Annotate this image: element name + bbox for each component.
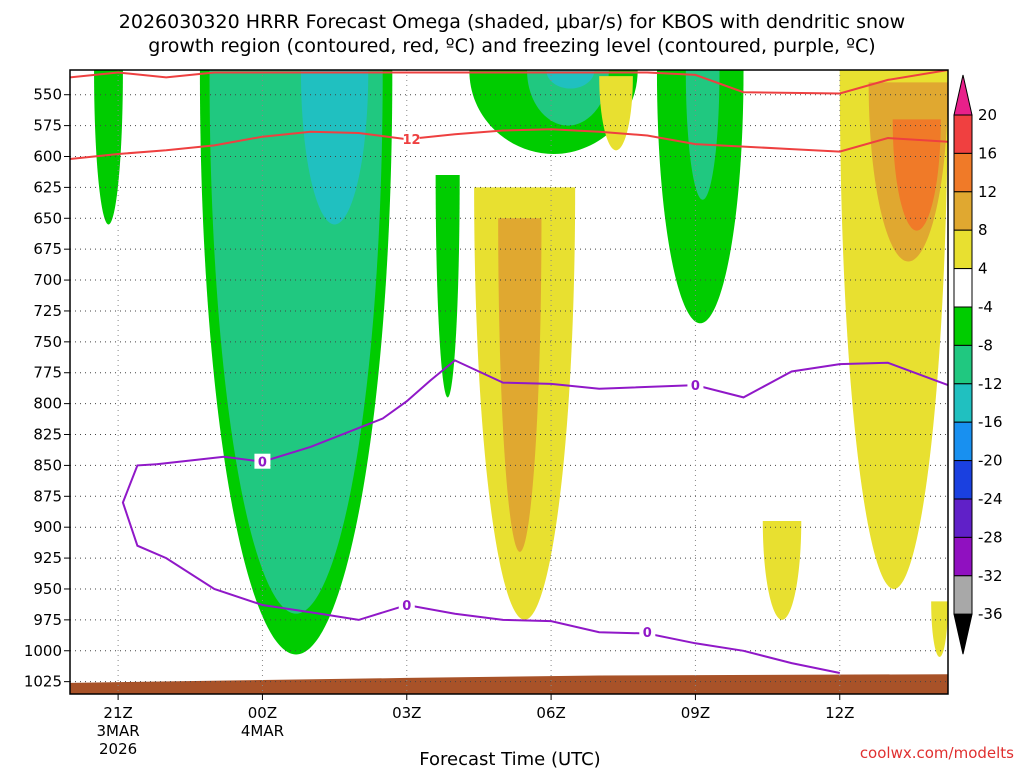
- contour-label-0c-d: 0: [643, 626, 652, 641]
- x-tick-03Z: 03Z: [392, 704, 421, 722]
- y-tick-800: 800: [33, 395, 62, 413]
- omega-region-3: [300, 70, 369, 225]
- y-tick-850: 850: [33, 456, 62, 474]
- x-tick-year-21Z: 2026: [99, 740, 137, 758]
- contour-label-0c-d-bg: [639, 624, 656, 640]
- colorbar-label-5: -4: [978, 298, 993, 316]
- y-tick-925: 925: [33, 549, 62, 567]
- contour-label-0c-a-bg: [254, 453, 271, 469]
- contour-label-0c-b-bg: [687, 377, 704, 393]
- colorbar-segment-7: [953, 383, 973, 423]
- colorbar-label-2: 12: [978, 183, 997, 201]
- colorbar-segment-1: [953, 152, 973, 193]
- omega-region-9: [685, 70, 720, 200]
- y-tick-875: 875: [33, 487, 62, 505]
- colorbar-segment-4: [953, 268, 973, 308]
- omega-region-11: [498, 218, 542, 552]
- x-tick-12Z: 12Z: [825, 704, 854, 722]
- colorbar-top-arrow: [953, 74, 973, 116]
- y-tick-600: 600: [33, 147, 62, 165]
- colorbar-label-7: -12: [978, 375, 1003, 393]
- y-tick-575: 575: [33, 117, 62, 135]
- grid-lines: [70, 70, 948, 694]
- y-tick-675: 675: [33, 240, 62, 258]
- x-tick-00Z: 00Z: [248, 704, 277, 722]
- plot-frame: [69, 69, 949, 695]
- colorbar-label-11: -28: [978, 528, 1003, 546]
- omega-shading: [94, 70, 948, 657]
- contour-dendritic_growth_minus12C: [70, 128, 948, 160]
- colorbar-segment-2: [953, 191, 973, 231]
- omega-region-6: [527, 70, 609, 126]
- credit-link[interactable]: coolwx.com/modelts: [860, 744, 1014, 762]
- colorbar-label-3: 8: [978, 221, 988, 239]
- colorbar-label-13: -36: [978, 605, 1003, 623]
- surface-ground: [70, 674, 948, 694]
- contour-label-0c-c-bg: [398, 597, 415, 613]
- y-tick-775: 775: [33, 364, 62, 382]
- colorbar-label-8: -16: [978, 413, 1003, 431]
- colorbar: 20 16 12 8 4 -4 -8 -12 -16 -20 -24 -28 -32 -36: [953, 74, 1003, 655]
- colorbar-segment-8: [953, 421, 973, 462]
- y-tick-1025: 1025: [24, 673, 62, 691]
- x-axis-label: Forecast Time (UTC): [419, 749, 600, 768]
- contour-label-minus12: 12: [403, 133, 421, 148]
- omega-region-4: [435, 175, 460, 398]
- omega-region-13: [762, 521, 802, 620]
- y-tick-700: 700: [33, 271, 62, 289]
- y-tick-1000: 1000: [24, 642, 62, 660]
- colorbar-label-0: 20: [978, 106, 997, 124]
- x-tick-09Z: 09Z: [681, 704, 710, 722]
- colorbar-segment-11: [953, 536, 973, 577]
- colorbar-bottom-arrow: [953, 613, 973, 655]
- x-tick-date-00Z: 4MAR: [241, 722, 284, 740]
- colorbar-segment-3: [953, 229, 973, 270]
- omega-region-7: [546, 70, 595, 89]
- colorbar-segment-10: [953, 498, 973, 538]
- ground-fill: [70, 674, 948, 694]
- y-axis-ticks: 550 575 600 625 650 675 700 725 750 775 800 825 850 8…: [24, 86, 70, 691]
- y-tick-550: 550: [33, 86, 62, 104]
- colorbar-label-10: -24: [978, 490, 1003, 508]
- colorbar-label-12: -32: [978, 567, 1003, 585]
- y-tick-975: 975: [33, 611, 62, 629]
- x-tick-date-21Z: 3MAR: [97, 722, 140, 740]
- contour-lines: 12 0 0 0 0: [70, 70, 948, 674]
- colorbar-segment-0: [953, 114, 973, 154]
- contour-freezing_level_0C: [156, 359, 948, 466]
- x-tick-21Z: 21Z: [103, 704, 132, 722]
- colorbar-segment-6: [953, 344, 973, 385]
- y-tick-750: 750: [33, 333, 62, 351]
- contour-label-0c-c: 0: [402, 599, 411, 614]
- colorbar-segment-12: [953, 575, 973, 615]
- omega-region-17: [931, 601, 948, 657]
- chart-title-line2: growth region (contoured, red, ºC) and f…: [148, 35, 875, 57]
- colorbar-label-9: -20: [978, 452, 1003, 470]
- colorbar-segment-9: [953, 460, 973, 500]
- y-tick-825: 825: [33, 426, 62, 444]
- y-tick-650: 650: [33, 209, 62, 227]
- contour-label-0c-a: 0: [258, 456, 267, 471]
- omega-region-0: [94, 70, 123, 225]
- y-tick-625: 625: [33, 178, 62, 196]
- y-tick-950: 950: [33, 580, 62, 598]
- x-tick-06Z: 06Z: [536, 704, 565, 722]
- colorbar-label-6: -8: [978, 336, 993, 354]
- y-tick-725: 725: [33, 302, 62, 320]
- contour-label-0c-b: 0: [691, 379, 700, 394]
- colorbar-label-4: 4: [978, 260, 988, 278]
- omega-region-16: [892, 119, 941, 231]
- colorbar-label-1: 16: [978, 144, 997, 162]
- chart-title-line1: 2026030320 HRRR Forecast Omega (shaded, …: [119, 11, 905, 33]
- contour-label-minus12-bg: [403, 131, 420, 147]
- contour-dendritic_growth_upper: [70, 70, 948, 95]
- y-tick-900: 900: [33, 518, 62, 536]
- colorbar-segment-5: [953, 306, 973, 346]
